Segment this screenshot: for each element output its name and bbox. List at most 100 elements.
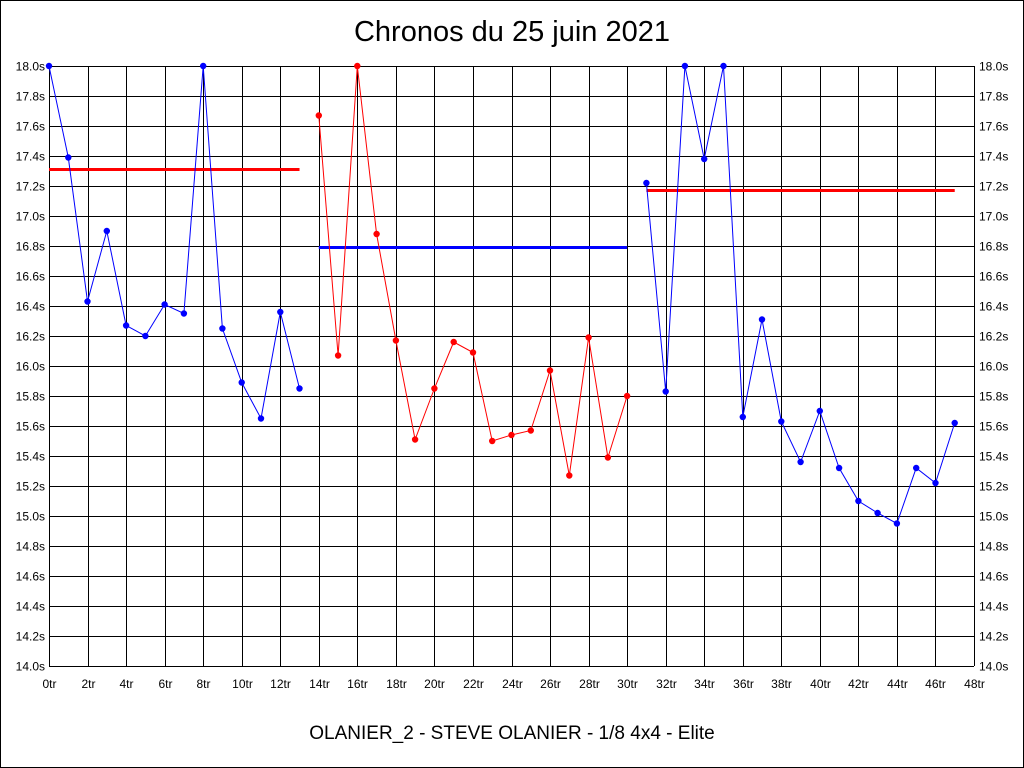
y-tick-label-left: 14.4s bbox=[16, 600, 45, 614]
x-tick-label: 34tr bbox=[694, 677, 715, 691]
y-tick-label-right: 17.4s bbox=[979, 150, 1008, 164]
y-tick-label-right: 14.8s bbox=[979, 540, 1008, 554]
y-tick-label-left: 14.8s bbox=[16, 540, 45, 554]
y-tick-label-right: 15.4s bbox=[979, 450, 1008, 464]
y-tick-label-right: 16.2s bbox=[979, 330, 1008, 344]
x-tick-label: 6tr bbox=[158, 677, 172, 691]
y-tick-label-left: 16.8s bbox=[16, 240, 45, 254]
x-tick-label: 0tr bbox=[42, 677, 56, 691]
x-tick-label: 24tr bbox=[502, 677, 523, 691]
y-tick-label-left: 17.4s bbox=[16, 150, 45, 164]
x-tick-label: 4tr bbox=[119, 677, 133, 691]
y-tick-label-right: 17.2s bbox=[979, 180, 1008, 194]
y-tick-label-left: 16.0s bbox=[16, 360, 45, 374]
x-tick-label: 12tr bbox=[270, 677, 291, 691]
chart-caption: OLANIER_2 - STEVE OLANIER - 1/8 4x4 - El… bbox=[309, 723, 715, 744]
x-tick-label: 22tr bbox=[463, 677, 484, 691]
data-point bbox=[354, 62, 361, 70]
x-tick-label: 20tr bbox=[424, 677, 445, 691]
data-point bbox=[778, 418, 785, 425]
x-tick-label: 26tr bbox=[540, 677, 561, 691]
grid bbox=[49, 66, 975, 667]
y-tick-label-left: 15.0s bbox=[16, 510, 45, 524]
data-point bbox=[797, 458, 804, 466]
y-tick-label-right: 17.6s bbox=[979, 120, 1008, 134]
data-point bbox=[450, 338, 457, 346]
chart-title: Chronos du 25 juin 2021 bbox=[353, 16, 670, 48]
data-point bbox=[257, 415, 265, 422]
x-tick-label: 48tr bbox=[964, 677, 985, 691]
y-tick-label-right: 17.8s bbox=[979, 90, 1008, 104]
data-point bbox=[103, 227, 111, 235]
y-tick-label-left: 14.0s bbox=[16, 660, 45, 674]
x-tick-label: 14tr bbox=[309, 677, 330, 691]
x-tick-label: 8tr bbox=[196, 677, 210, 691]
data-point bbox=[874, 509, 881, 517]
x-tick-label: 10tr bbox=[232, 677, 253, 691]
y-tick-label-left: 17.2s bbox=[16, 180, 45, 194]
y-tick-label-right: 17.0s bbox=[979, 210, 1008, 224]
y-tick-label-left: 14.2s bbox=[16, 630, 45, 644]
data-point bbox=[392, 337, 400, 344]
data-point bbox=[142, 332, 149, 340]
y-tick-label-left: 14.6s bbox=[16, 570, 45, 584]
data-point bbox=[200, 62, 207, 70]
data-point bbox=[546, 367, 554, 374]
data-point bbox=[701, 155, 708, 163]
y-tick-label-right: 16.0s bbox=[979, 360, 1008, 374]
y-tick-label-right: 14.2s bbox=[979, 630, 1008, 644]
x-tick-label: 16tr bbox=[347, 677, 368, 691]
x-tick-label: 2tr bbox=[81, 677, 95, 691]
data-point bbox=[527, 427, 534, 434]
x-tick-label: 32tr bbox=[656, 677, 677, 691]
average-lines bbox=[49, 168, 955, 249]
y-tick-label-right: 15.8s bbox=[979, 390, 1008, 404]
y-tick-label-right: 14.0s bbox=[979, 660, 1008, 674]
y-tick-label-left: 15.8s bbox=[16, 390, 45, 404]
y-tick-label-right: 18.0s bbox=[979, 60, 1008, 74]
data-point bbox=[585, 334, 592, 341]
series-line-3 bbox=[645, 65, 956, 525]
data-point bbox=[469, 349, 477, 356]
data-point bbox=[411, 436, 419, 443]
data-point bbox=[623, 392, 631, 400]
data-point bbox=[681, 62, 689, 70]
data-point bbox=[893, 520, 901, 527]
data-point bbox=[489, 437, 496, 445]
data-point bbox=[739, 413, 746, 421]
data-point bbox=[373, 230, 380, 238]
data-point bbox=[431, 385, 438, 392]
y-tick-label-right: 14.4s bbox=[979, 600, 1008, 614]
y-tick-label-left: 18.0s bbox=[16, 60, 45, 74]
data-point bbox=[45, 62, 53, 70]
y-tick-label-right: 15.6s bbox=[979, 420, 1008, 434]
data-point bbox=[758, 316, 766, 323]
y-tick-label-left: 17.0s bbox=[16, 210, 45, 224]
y-tick-label-right: 16.4s bbox=[979, 300, 1008, 314]
y-tick-label-left: 16.2s bbox=[16, 330, 45, 344]
data-point bbox=[604, 454, 612, 461]
x-tick-label: 38tr bbox=[771, 677, 792, 691]
data-point bbox=[951, 419, 958, 427]
y-tick-label-left: 15.2s bbox=[16, 480, 45, 494]
data-point bbox=[65, 154, 72, 161]
y-tick-label-left: 17.6s bbox=[16, 120, 45, 134]
data-point bbox=[913, 464, 920, 472]
series-line-1 bbox=[48, 65, 300, 420]
y-tick-label-right: 15.2s bbox=[979, 480, 1008, 494]
data-point bbox=[315, 112, 322, 119]
data-point bbox=[720, 62, 727, 70]
data-point bbox=[334, 352, 342, 359]
data-point bbox=[238, 379, 245, 386]
x-tick-label: 46tr bbox=[925, 677, 946, 691]
x-tick-label: 30tr bbox=[617, 677, 638, 691]
tick-labels: 0tr 2tr 4tr 6tr 8tr 10tr 12tr 14tr 16tr 18tr 20tr 2… bbox=[16, 60, 1009, 692]
y-tick-label-right: 15.0s bbox=[979, 510, 1008, 524]
series-lines bbox=[45, 62, 958, 527]
data-point bbox=[662, 388, 669, 395]
x-tick-label: 42tr bbox=[848, 677, 869, 691]
data-point bbox=[508, 431, 515, 439]
y-tick-label-left: 15.6s bbox=[16, 420, 45, 434]
y-tick-label-right: 16.8s bbox=[979, 240, 1008, 254]
